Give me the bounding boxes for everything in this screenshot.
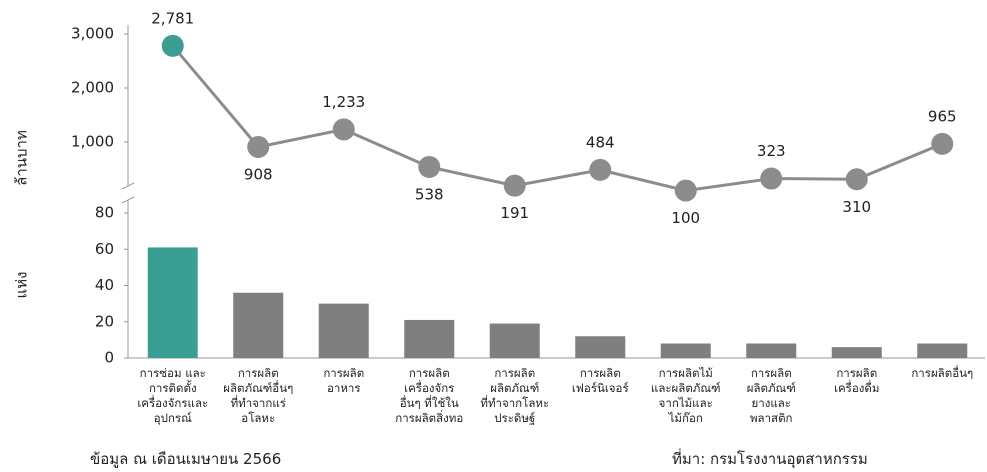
bar (917, 343, 968, 358)
y-tick-label: 3,000 (71, 25, 114, 43)
point (332, 118, 355, 141)
x-tick-label: การผลิต อาหาร (323, 366, 365, 395)
x-tick-label: การผลิต เครื่องจักร อื่นๆ ที่ใช้ใน การผล… (395, 366, 464, 425)
x-tick-label: การผลิตอื่นๆ (911, 366, 974, 380)
bar (575, 336, 626, 358)
data-label: 100 (671, 209, 700, 227)
x-tick-label: การผลิต ผลิตภัณฑ์อื่นๆ ที่ทำจากแร่ อโลหะ (223, 366, 294, 425)
data-label: 965 (928, 107, 957, 125)
note: ที่มา: กรมโรงงานอุตสาหกรรม (672, 450, 868, 468)
y-tick-label: 40 (95, 276, 114, 294)
y-tick-label: 2,000 (71, 79, 114, 97)
data-label: 538 (415, 185, 444, 203)
bar (318, 303, 369, 358)
y-axis-label: ล้านบาท (13, 130, 31, 186)
y-axis-label: แห่ง (13, 272, 31, 299)
axis-break (121, 196, 135, 204)
bar (660, 343, 711, 358)
point (161, 34, 184, 57)
y-tick-label: 80 (95, 204, 114, 222)
x-tick-label: การซ่อม และ การติดตั้ง เครื่องจักรและ อุ… (137, 366, 209, 425)
data-label: 908 (244, 165, 273, 183)
bar (147, 247, 198, 358)
data-label: 1,233 (322, 93, 365, 111)
point (674, 179, 697, 202)
x-tick-label: การผลิต เครื่องดื่ม (834, 366, 880, 395)
point (247, 135, 270, 158)
bar (489, 323, 540, 358)
data-label: 484 (586, 133, 615, 151)
y-tick-label: 0 (104, 349, 114, 367)
x-tick-label: การผลิต ผลิตภัณฑ์ ยางและ พลาสติก (746, 366, 796, 425)
data-label: 191 (500, 204, 529, 222)
bar (831, 347, 882, 358)
bar (404, 319, 455, 358)
point (845, 168, 868, 191)
x-tick-label: การผลิต ผลิตภัณฑ์ ที่ทำจากโลหะ ประดิษฐ์ (480, 366, 550, 425)
bar (746, 343, 797, 358)
x-tick-label: การผลิตไม้ และผลิตภัณฑ์ จากไม้และ ไม้ก๊อ… (650, 366, 721, 425)
y-tick-label: 20 (95, 312, 114, 330)
note: ข้อมูล ณ เดือนเมษายน 2566 (90, 450, 282, 468)
point (418, 155, 441, 178)
axis-break (121, 182, 135, 190)
data-label: 323 (757, 142, 786, 160)
line (171, 44, 943, 193)
point (931, 132, 954, 155)
point (503, 174, 526, 197)
y-tick-label: 1,000 (71, 133, 114, 151)
y-tick-label: 60 (95, 240, 114, 258)
bar (233, 292, 284, 358)
data-label: 310 (842, 198, 871, 216)
point (589, 158, 612, 181)
point (760, 167, 783, 190)
data-label: 2,781 (151, 9, 194, 27)
x-tick-label: การผลิต เฟอร์นิเจอร์ (571, 366, 629, 395)
